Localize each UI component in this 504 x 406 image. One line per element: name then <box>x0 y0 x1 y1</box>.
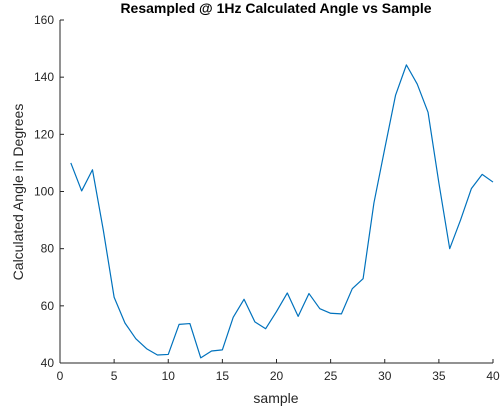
x-tick-label: 25 <box>324 369 338 383</box>
chart-title: Resampled @ 1Hz Calculated Angle vs Samp… <box>120 0 431 16</box>
x-tick-label: 10 <box>162 369 176 383</box>
x-tick-label: 15 <box>216 369 230 383</box>
y-tick-label: 80 <box>41 242 55 256</box>
x-tick-label: 35 <box>432 369 446 383</box>
x-tick-label: 30 <box>378 369 392 383</box>
y-tick-label: 100 <box>34 185 54 199</box>
series-line <box>70 64 494 359</box>
y-tick-label: 120 <box>34 127 54 141</box>
x-tick-label: 20 <box>270 369 284 383</box>
x-axis-label: sample <box>253 390 298 406</box>
axis-ticks: 0 5 10 15 20 25 30 35 40 40 60 80 100 120 140 160 <box>34 13 500 383</box>
y-tick-label: 160 <box>34 13 54 27</box>
x-tick-label: 5 <box>111 369 118 383</box>
x-tick-label: 40 <box>486 369 500 383</box>
data-series <box>70 64 494 359</box>
y-tick-label: 60 <box>41 299 55 313</box>
y-tick-label: 140 <box>34 70 54 84</box>
x-tick-label: 0 <box>57 369 64 383</box>
y-axis-label: Calculated Angle in Degrees <box>10 104 26 281</box>
y-tick-label: 40 <box>41 356 55 370</box>
